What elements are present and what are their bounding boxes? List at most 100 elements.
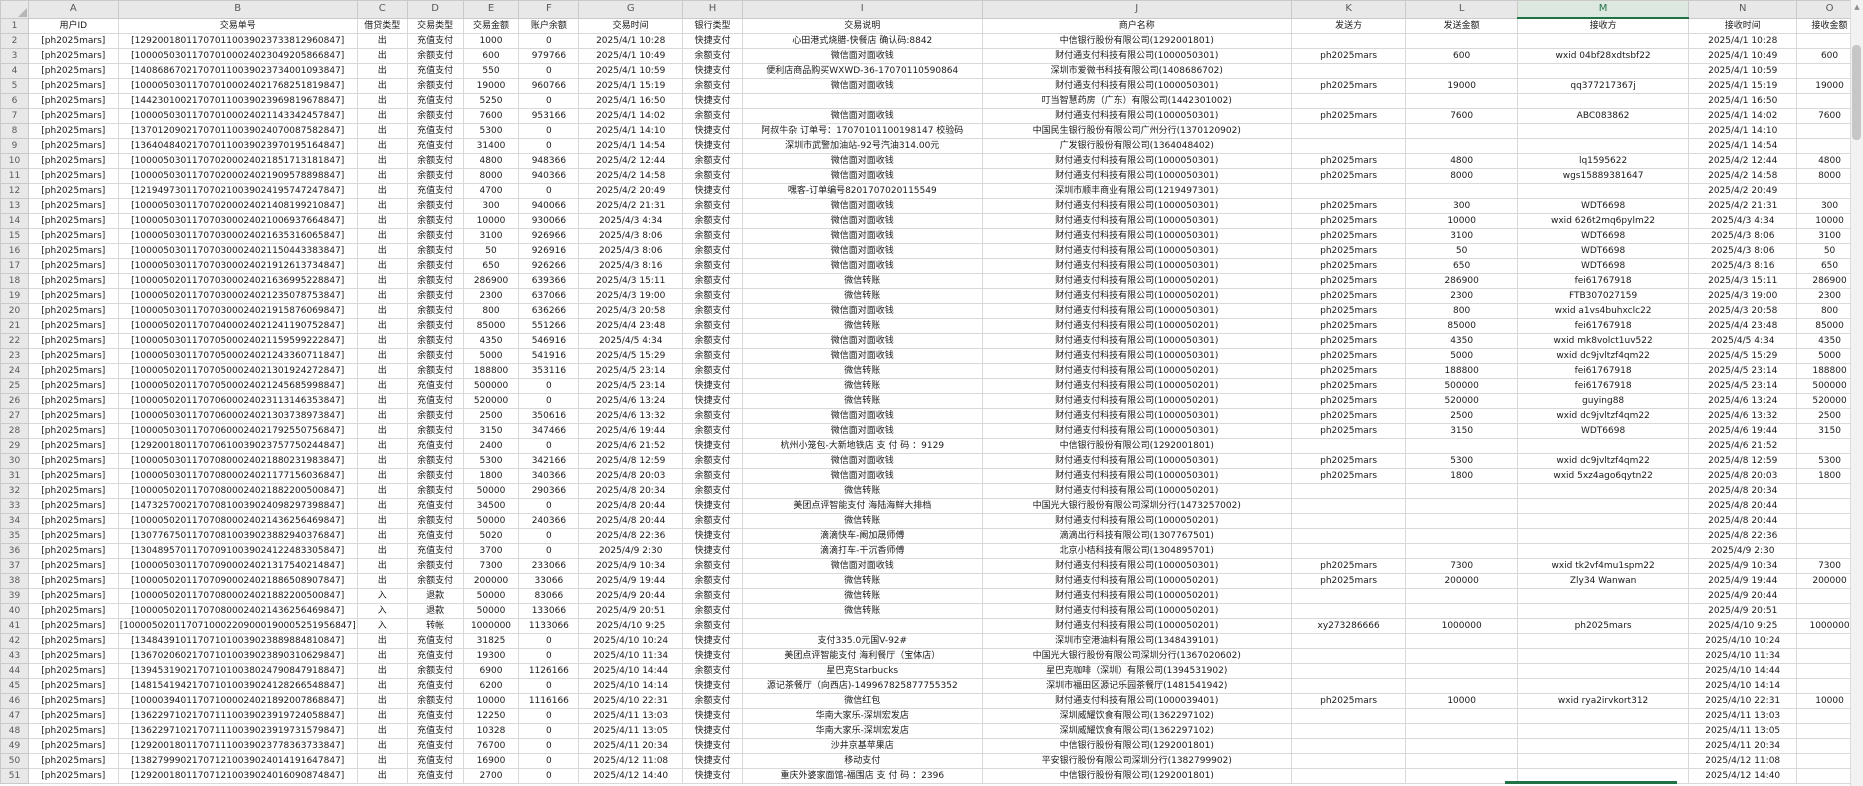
cell-A50[interactable]: [ph2025mars] — [27, 753, 119, 769]
cell-J9[interactable]: 广发银行股份有限公司(1364048402) — [981, 138, 1292, 154]
cell-I35[interactable]: 滴滴快车-阚加晟师傅 — [741, 528, 983, 544]
cell-E23[interactable]: 5000 — [462, 348, 520, 364]
cell-C4[interactable]: 出 — [356, 63, 408, 79]
cell-I9[interactable]: 深圳市武警加油站-92号汽油314.00元 — [741, 138, 983, 154]
cell-I37[interactable]: 微信面对面收钱 — [741, 558, 983, 574]
cell-M18[interactable]: fei61767918 — [1516, 273, 1690, 289]
cell-G45[interactable]: 2025/4/10 14:14 — [578, 678, 684, 694]
cell-L8[interactable] — [1405, 123, 1518, 139]
cell-K41[interactable]: xy273286666 — [1290, 618, 1407, 634]
cell-G27[interactable]: 2025/4/6 13:32 — [578, 408, 684, 424]
cell-A47[interactable]: [ph2025mars] — [27, 708, 119, 724]
cell-N24[interactable]: 2025/4/5 23:14 — [1688, 363, 1798, 379]
cell-G28[interactable]: 2025/4/6 19:44 — [578, 423, 684, 439]
cell-B4[interactable]: [140868670217070110039023734001093847] — [117, 63, 358, 79]
cell-O24[interactable]: 188800 — [1796, 363, 1863, 379]
cell-A28[interactable]: [ph2025mars] — [27, 423, 119, 439]
cell-K27[interactable]: ph2025mars — [1290, 408, 1407, 424]
cell-M20[interactable]: wxid a1vs4buhxclc22 — [1516, 303, 1690, 319]
cell-I32[interactable]: 微信转账 — [741, 483, 983, 499]
cell-G14[interactable]: 2025/4/3 4:34 — [578, 213, 684, 229]
cell-M12[interactable] — [1516, 183, 1690, 199]
cell-H34[interactable]: 余额支付 — [682, 513, 743, 529]
cell-J46[interactable]: 财付通支付科技有限公司(1000039401) — [981, 693, 1292, 709]
cell-A15[interactable]: [ph2025mars] — [27, 228, 119, 244]
cell-I11[interactable]: 微信面对面收钱 — [741, 168, 983, 184]
cell-I23[interactable]: 微信面对面收钱 — [741, 348, 983, 364]
cell-L42[interactable] — [1405, 633, 1518, 649]
cell-M22[interactable]: wxid mk8volct1uv522 — [1516, 333, 1690, 349]
cell-H6[interactable]: 快捷支付 — [682, 93, 743, 109]
cell-C27[interactable]: 出 — [356, 408, 408, 424]
cell-O48[interactable] — [1796, 723, 1863, 739]
cell-J32[interactable]: 财付通支付科技有限公司(1000050201) — [981, 483, 1292, 499]
cell-B39[interactable]: [100005020117070800024021882200500847] — [117, 588, 358, 604]
cell-H51[interactable]: 快捷支付 — [682, 768, 743, 784]
cell-B15[interactable]: [100005030117070300024021635316065847] — [117, 228, 358, 244]
cell-B32[interactable]: [100005020117070800024021882200500847] — [117, 483, 358, 499]
cell-D18[interactable]: 余额支付 — [406, 273, 464, 289]
cell-C28[interactable]: 出 — [356, 423, 408, 439]
cell-G49[interactable]: 2025/4/11 20:34 — [578, 738, 684, 754]
cell-A21[interactable]: [ph2025mars] — [27, 318, 119, 334]
cell-H5[interactable]: 余额支付 — [682, 78, 743, 94]
cell-J20[interactable]: 财付通支付科技有限公司(1000050301) — [981, 303, 1292, 319]
column-header-H[interactable]: H — [682, 0, 743, 19]
cell-J40[interactable]: 财付通支付科技有限公司(1000050201) — [981, 603, 1292, 619]
cell-G24[interactable]: 2025/4/5 23:14 — [578, 363, 684, 379]
cell-K33[interactable] — [1290, 498, 1407, 514]
cell-E35[interactable]: 5020 — [462, 528, 520, 544]
cell-B14[interactable]: [100005030117070300024021006937664847] — [117, 213, 358, 229]
cell-C41[interactable]: 入 — [356, 618, 408, 634]
cell-J25[interactable]: 财付通支付科技有限公司(1000050201) — [981, 378, 1292, 394]
cell-F38[interactable]: 33066 — [518, 573, 580, 589]
cell-O41[interactable]: 1000000 — [1796, 618, 1863, 634]
cell-A38[interactable]: [ph2025mars] — [27, 573, 119, 589]
cell-F51[interactable]: 0 — [518, 768, 580, 784]
row-header-46[interactable]: 46 — [0, 693, 29, 709]
cell-I40[interactable]: 微信转账 — [741, 603, 983, 619]
cell-L36[interactable] — [1405, 543, 1518, 559]
cell-F31[interactable]: 340366 — [518, 468, 580, 484]
cell-A22[interactable]: [ph2025mars] — [27, 333, 119, 349]
cell-J24[interactable]: 财付通支付科技有限公司(1000050201) — [981, 363, 1292, 379]
cell-C33[interactable]: 出 — [356, 498, 408, 514]
cell-B12[interactable]: [121949730117070210039024195747247847] — [117, 183, 358, 199]
cell-A37[interactable]: [ph2025mars] — [27, 558, 119, 574]
cell-J14[interactable]: 财付通支付科技有限公司(1000050301) — [981, 213, 1292, 229]
cell-D46[interactable]: 余额支付 — [406, 693, 464, 709]
cell-J26[interactable]: 财付通支付科技有限公司(1000050201) — [981, 393, 1292, 409]
cell-H23[interactable]: 余额支付 — [682, 348, 743, 364]
cell-C24[interactable]: 出 — [356, 363, 408, 379]
cell-B8[interactable]: [137012090217070110039024070087582847] — [117, 123, 358, 139]
cell-K25[interactable]: ph2025mars — [1290, 378, 1407, 394]
cell-D16[interactable]: 余额支付 — [406, 243, 464, 259]
cell-J15[interactable]: 财付通支付科技有限公司(1000050301) — [981, 228, 1292, 244]
cell-K40[interactable] — [1290, 603, 1407, 619]
cell-N13[interactable]: 2025/4/2 21:31 — [1688, 198, 1798, 214]
cell-O29[interactable] — [1796, 438, 1863, 454]
cell-F20[interactable]: 636266 — [518, 303, 580, 319]
cell-K6[interactable] — [1290, 93, 1407, 109]
cell-G34[interactable]: 2025/4/8 20:44 — [578, 513, 684, 529]
cell-I46[interactable]: 微信红包 — [741, 693, 983, 709]
cell-I14[interactable]: 微信面对面收钱 — [741, 213, 983, 229]
cell-G36[interactable]: 2025/4/9 2:30 — [578, 543, 684, 559]
cell-E41[interactable]: 1000000 — [462, 618, 520, 634]
cell-I22[interactable]: 微信面对面收钱 — [741, 333, 983, 349]
cell-J47[interactable]: 深圳威耀饮食有限公司(1362297102) — [981, 708, 1292, 724]
cell-L44[interactable] — [1405, 663, 1518, 679]
cell-D42[interactable]: 充值支付 — [406, 633, 464, 649]
cell-L16[interactable]: 50 — [1405, 243, 1518, 259]
cell-C29[interactable]: 出 — [356, 438, 408, 454]
cell-M26[interactable]: guying88 — [1516, 393, 1690, 409]
cell-A26[interactable]: [ph2025mars] — [27, 393, 119, 409]
cell-N27[interactable]: 2025/4/6 13:32 — [1688, 408, 1798, 424]
cell-B26[interactable]: [100005020117070600024023113146353847] — [117, 393, 358, 409]
cell-H21[interactable]: 余额支付 — [682, 318, 743, 334]
cell-G30[interactable]: 2025/4/8 12:59 — [578, 453, 684, 469]
cell-E4[interactable]: 550 — [462, 63, 520, 79]
cell-A2[interactable]: [ph2025mars] — [27, 33, 119, 49]
cell-H14[interactable]: 余额支付 — [682, 213, 743, 229]
cell-A46[interactable]: [ph2025mars] — [27, 693, 119, 709]
